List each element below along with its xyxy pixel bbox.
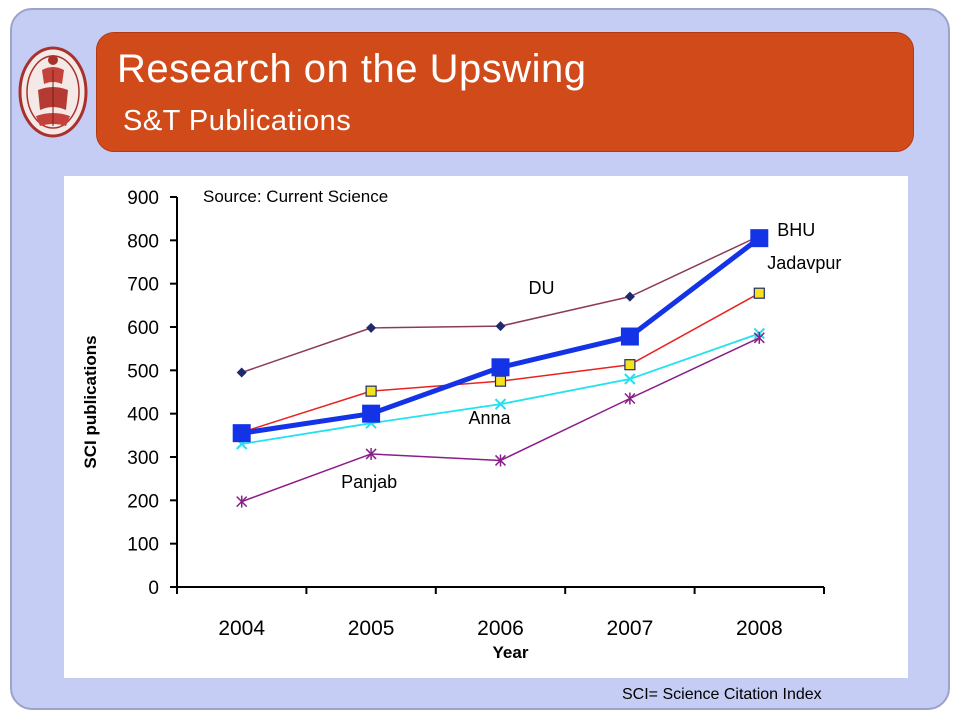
data-point-bhu	[491, 358, 510, 377]
x-tick-label: 2008	[736, 617, 783, 640]
x-tick-label: 2007	[607, 617, 654, 640]
y-tick-label: 800	[127, 231, 159, 252]
publications-line-chart: 0 100 200 300 400 500 600 700 800 900 2004 2005 2006…	[81, 187, 841, 662]
chart-panel: 0 100 200 300 400 500 600 700 800 900 2004 2005 2006…	[64, 176, 908, 678]
data-point-series-2	[624, 373, 636, 385]
y-tick-label: 200	[127, 491, 159, 512]
series-label-bhu: BHU	[777, 220, 815, 240]
data-point-jadavpur	[624, 359, 636, 371]
y-tick-label: 400	[127, 405, 159, 426]
y-tick-label: 100	[127, 535, 159, 556]
data-point-du	[366, 322, 377, 333]
x-tick-label: 2004	[218, 617, 265, 640]
series-label-du: DU	[529, 278, 555, 298]
data-point-jadavpur	[494, 375, 507, 387]
data-point-series-2	[494, 398, 507, 410]
data-point-panjab	[753, 331, 765, 344]
data-point-bhu	[232, 424, 251, 443]
data-point-panjab	[494, 454, 507, 467]
data-point-panjab	[624, 392, 636, 405]
source-note: Source: Current Science	[203, 187, 388, 206]
footnote: SCI= Science Citation Index	[622, 686, 822, 703]
data-point-bhu	[362, 404, 381, 423]
data-point-panjab	[236, 495, 248, 508]
series-label-panjab: Panjab	[341, 472, 397, 492]
y-tick-label: 600	[127, 318, 159, 339]
data-point-jadavpur	[365, 385, 377, 397]
y-tick-label: 500	[127, 361, 159, 382]
data-point-du	[236, 367, 247, 378]
x-tick-label: 2005	[348, 617, 395, 640]
y-tick-label: 900	[127, 188, 159, 209]
series-line-du	[241, 235, 760, 374]
title-banner: Research on the Upswing S&T Publications	[96, 32, 914, 152]
y-tick-label: 700	[127, 275, 159, 296]
data-point-bhu	[750, 229, 769, 248]
data-point-du	[624, 291, 635, 302]
slide-title: Research on the Upswing	[117, 47, 587, 91]
data-point-panjab	[365, 447, 377, 460]
y-axis-title: SCI publications	[81, 335, 100, 468]
data-point-bhu	[620, 327, 639, 346]
y-tick-label: 300	[127, 448, 159, 469]
x-tick-label: 2006	[477, 617, 524, 640]
data-point-du	[495, 321, 506, 332]
data-point-jadavpur	[753, 287, 765, 299]
series-label-jadavpur: Jadavpur	[767, 253, 841, 273]
x-axis-title: Year	[493, 643, 529, 662]
y-tick-label: 0	[148, 578, 159, 599]
slide-subtitle: S&T Publications	[123, 105, 352, 137]
university-seal-icon	[18, 46, 88, 138]
series-label-anna: Anna	[469, 408, 512, 428]
